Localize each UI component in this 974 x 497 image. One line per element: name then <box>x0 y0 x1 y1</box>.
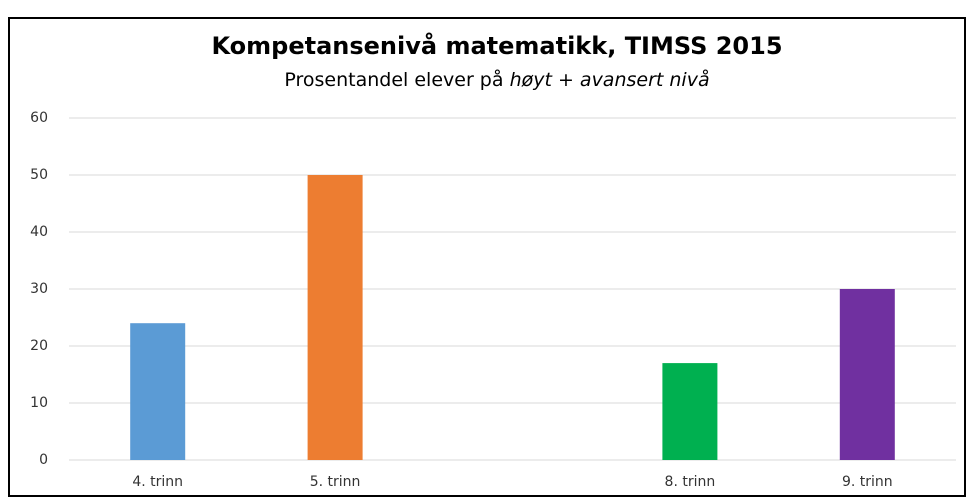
chart-subtitle: Prosentandel elever på høyt + avansert n… <box>284 68 709 91</box>
bar <box>130 323 186 460</box>
x-tick-label: 8. trinn <box>665 474 716 490</box>
y-tick-label: 50 <box>30 167 48 183</box>
subtitle-emphasis: høyt + avansert nivå <box>510 68 710 91</box>
bar <box>662 363 718 460</box>
y-tick-label: 0 <box>39 452 48 468</box>
y-tick-label: 20 <box>30 338 48 354</box>
x-tick-label: 4. trinn <box>132 474 183 490</box>
x-tick-label: 9. trinn <box>842 474 893 490</box>
y-tick-label: 10 <box>30 395 48 411</box>
bar <box>839 289 895 460</box>
x-tick-label: 5. trinn <box>310 474 361 490</box>
subtitle-text: Prosentandel elever på <box>284 68 503 91</box>
y-tick-label: 40 <box>30 224 48 240</box>
bar <box>307 175 363 460</box>
y-tick-label: 60 <box>30 110 48 126</box>
chart-title: Kompetansenivå matematikk, TIMSS 2015 <box>211 31 782 60</box>
y-tick-label: 30 <box>30 281 48 297</box>
